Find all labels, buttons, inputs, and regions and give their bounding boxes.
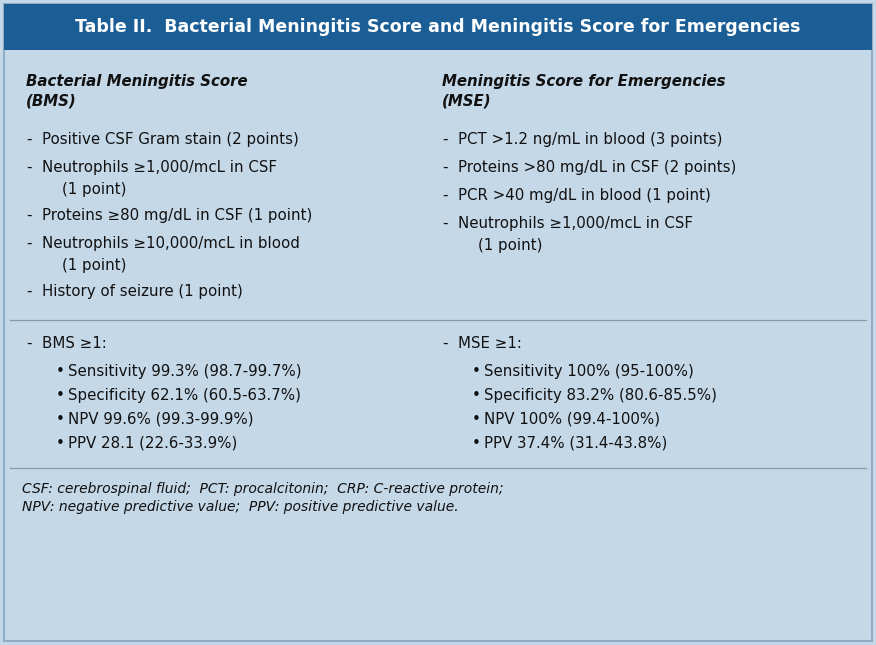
Text: •: • bbox=[56, 436, 65, 451]
Text: (1 point): (1 point) bbox=[62, 182, 126, 197]
Text: (1 point): (1 point) bbox=[478, 238, 542, 253]
Text: NPV 99.6% (99.3-99.9%): NPV 99.6% (99.3-99.9%) bbox=[68, 412, 254, 427]
Text: -: - bbox=[26, 208, 32, 223]
Text: Neutrophils ≥1,000/mcL in CSF: Neutrophils ≥1,000/mcL in CSF bbox=[458, 216, 693, 231]
Text: -: - bbox=[26, 284, 32, 299]
Text: •: • bbox=[472, 436, 481, 451]
Text: -: - bbox=[442, 160, 448, 175]
Text: Neutrophils ≥10,000/mcL in blood: Neutrophils ≥10,000/mcL in blood bbox=[42, 236, 300, 251]
Text: PCT >1.2 ng/mL in blood (3 points): PCT >1.2 ng/mL in blood (3 points) bbox=[458, 132, 723, 147]
Text: PCR >40 mg/dL in blood (1 point): PCR >40 mg/dL in blood (1 point) bbox=[458, 188, 711, 203]
Text: Bacterial Meningitis Score
(BMS): Bacterial Meningitis Score (BMS) bbox=[26, 74, 248, 108]
Text: •: • bbox=[472, 388, 481, 403]
Text: -: - bbox=[442, 336, 448, 351]
Text: (1 point): (1 point) bbox=[62, 258, 126, 273]
Text: •: • bbox=[56, 388, 65, 403]
Text: •: • bbox=[472, 412, 481, 427]
Text: -: - bbox=[442, 188, 448, 203]
Text: -: - bbox=[26, 132, 32, 147]
Text: •: • bbox=[56, 412, 65, 427]
Text: CSF: cerebrospinal fluid;  PCT: procalcitonin;  CRP: C-reactive protein;: CSF: cerebrospinal fluid; PCT: procalcit… bbox=[22, 482, 504, 496]
Text: -: - bbox=[442, 132, 448, 147]
Text: NPV 100% (99.4-100%): NPV 100% (99.4-100%) bbox=[484, 412, 661, 427]
Text: Neutrophils ≥1,000/mcL in CSF: Neutrophils ≥1,000/mcL in CSF bbox=[42, 160, 277, 175]
Text: MSE ≥1:: MSE ≥1: bbox=[458, 336, 522, 351]
Text: Meningitis Score for Emergencies
(MSE): Meningitis Score for Emergencies (MSE) bbox=[442, 74, 725, 108]
Text: Table II.  Bacterial Meningitis Score and Meningitis Score for Emergencies: Table II. Bacterial Meningitis Score and… bbox=[75, 18, 801, 36]
Text: -: - bbox=[26, 236, 32, 251]
Text: History of seizure (1 point): History of seizure (1 point) bbox=[42, 284, 243, 299]
Text: Specificity 83.2% (80.6-85.5%): Specificity 83.2% (80.6-85.5%) bbox=[484, 388, 717, 403]
Text: BMS ≥1:: BMS ≥1: bbox=[42, 336, 107, 351]
Text: PPV 28.1 (22.6-33.9%): PPV 28.1 (22.6-33.9%) bbox=[68, 436, 237, 451]
Text: -: - bbox=[442, 216, 448, 231]
Text: NPV: negative predictive value;  PPV: positive predictive value.: NPV: negative predictive value; PPV: pos… bbox=[22, 500, 459, 514]
Text: •: • bbox=[472, 364, 481, 379]
Bar bbox=[4, 4, 872, 50]
Text: PPV 37.4% (31.4-43.8%): PPV 37.4% (31.4-43.8%) bbox=[484, 436, 668, 451]
Text: Specificity 62.1% (60.5-63.7%): Specificity 62.1% (60.5-63.7%) bbox=[68, 388, 301, 403]
Text: Proteins ≥80 mg/dL in CSF (1 point): Proteins ≥80 mg/dL in CSF (1 point) bbox=[42, 208, 313, 223]
Text: •: • bbox=[56, 364, 65, 379]
Text: -: - bbox=[26, 336, 32, 351]
Text: Sensitivity 99.3% (98.7-99.7%): Sensitivity 99.3% (98.7-99.7%) bbox=[68, 364, 301, 379]
Text: -: - bbox=[26, 160, 32, 175]
Text: Proteins >80 mg/dL in CSF (2 points): Proteins >80 mg/dL in CSF (2 points) bbox=[458, 160, 737, 175]
Text: Positive CSF Gram stain (2 points): Positive CSF Gram stain (2 points) bbox=[42, 132, 299, 147]
Text: Sensitivity 100% (95-100%): Sensitivity 100% (95-100%) bbox=[484, 364, 694, 379]
